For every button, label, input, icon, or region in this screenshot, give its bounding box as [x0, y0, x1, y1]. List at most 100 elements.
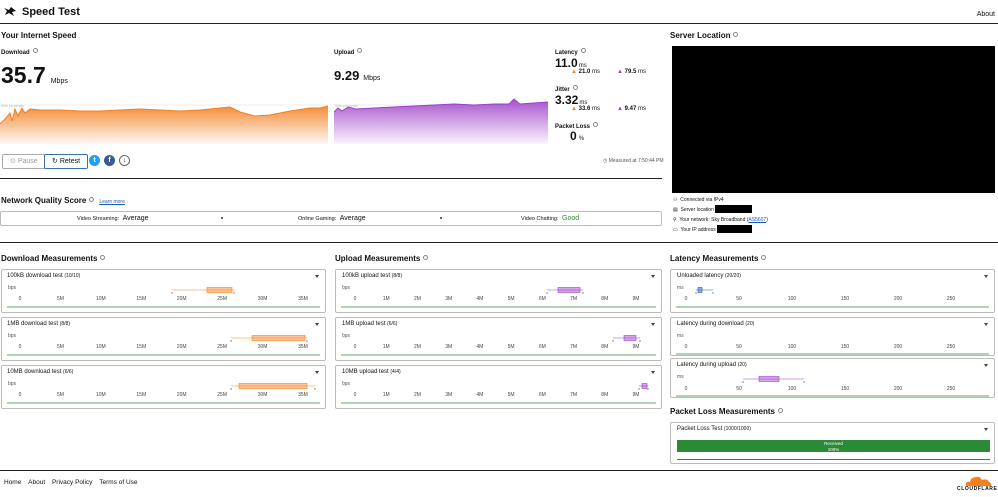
- quality-title-row: Network Quality Score Learn more: [1, 196, 125, 205]
- axis-tick-label: 1M: [383, 392, 390, 398]
- server-info-network: ⚲ Your network: Sky Broadband (AS5607): [673, 216, 768, 223]
- chevron-down-icon[interactable]: [315, 323, 319, 326]
- footer-divider: [0, 470, 998, 471]
- network-value: Sky Broadband: [711, 216, 746, 223]
- chevron-down-icon[interactable]: [984, 275, 988, 278]
- chevron-down-icon[interactable]: [984, 364, 988, 367]
- chevron-down-icon[interactable]: [651, 275, 655, 278]
- axis-tick-label: 3M: [445, 392, 452, 398]
- axis-tick-label: 0: [354, 392, 357, 398]
- quality-card: [0, 211, 662, 226]
- cloudflare-wordmark[interactable]: CLOUDFLARE: [957, 486, 998, 492]
- location-pin-icon: ⚲: [673, 216, 677, 223]
- download-value: 35.7: [1, 62, 46, 88]
- upload-label: Upload: [334, 50, 355, 56]
- info-icon[interactable]: [761, 255, 767, 260]
- axis-tick-label: 1M: [383, 344, 390, 350]
- chevron-down-icon[interactable]: [651, 323, 655, 326]
- footer-about-link[interactable]: About: [28, 479, 46, 486]
- upload-test-card[interactable]: 10MB upload test (4/4) bps 0 1M 2M 3M 4M 5M 6M 7…: [335, 365, 662, 409]
- footer-terms-link[interactable]: Terms of Use: [99, 479, 138, 486]
- info-icon[interactable]: [423, 255, 429, 260]
- upload-arrow-icon: ▲: [617, 69, 623, 75]
- latency-test-card[interactable]: Latency during download (20) ms 0 50 100 150…: [670, 317, 995, 356]
- download-results-icon[interactable]: ↓: [119, 155, 130, 166]
- asn-link[interactable]: AS5607: [748, 216, 767, 223]
- info-icon[interactable]: [89, 197, 95, 202]
- data-point: [695, 292, 697, 294]
- learn-more-link[interactable]: Learn more: [99, 199, 125, 205]
- latency-value-row: 11.0ms: [555, 56, 587, 70]
- jitter-upload: 9.47: [624, 106, 637, 112]
- packet-loss-label-row: Packet Loss: [555, 122, 599, 130]
- latency-meas-title: Latency Measurements: [670, 254, 759, 263]
- download-label: Download: [1, 50, 30, 56]
- quality-dot: [221, 217, 223, 219]
- packet-loss-card[interactable]: Packet Loss Test (1000/1000) Received 10…: [670, 422, 995, 464]
- upload-chart: 90th percentile: [334, 98, 548, 144]
- plot-unit-label: bps: [342, 381, 351, 387]
- axis-tick-label: 20M: [177, 392, 187, 398]
- info-icon[interactable]: [572, 85, 578, 90]
- info-icon[interactable]: [32, 48, 38, 53]
- ip-card-icon: ▭: [673, 227, 678, 234]
- axis-tick-label: 25M: [217, 296, 227, 302]
- upload-value-row: 9.29 Mbps: [334, 68, 380, 83]
- upload-meas-title: Upload Measurements: [335, 254, 421, 263]
- test-count: (8/8): [59, 321, 70, 327]
- upload-test-card[interactable]: 1MB upload test (6/6) bps 0 1M 2M 3M 4M 5M 6M 7M…: [335, 317, 662, 361]
- chevron-down-icon[interactable]: [984, 428, 988, 431]
- test-title: 10MB download test (6/6): [7, 369, 73, 375]
- download-percentile-label: 90th percentile: [1, 104, 24, 108]
- chevron-down-icon[interactable]: [315, 275, 319, 278]
- speed-section-title: Your Internet Speed: [1, 31, 77, 40]
- box-mark: [623, 335, 637, 341]
- about-link[interactable]: About: [976, 11, 995, 18]
- info-icon[interactable]: [100, 255, 106, 260]
- chevron-down-icon[interactable]: [315, 371, 319, 374]
- info-icon[interactable]: [777, 408, 783, 413]
- latency-test-card[interactable]: Unloaded latency (20/20) ms 0 50 100 150 200 2…: [670, 269, 995, 313]
- chevron-down-icon[interactable]: [984, 323, 988, 326]
- download-test-card[interactable]: 10MB download test (6/6) bps 0 5M 10M 15M 20M…: [1, 365, 326, 409]
- retest-button[interactable]: ↻ Retest: [44, 154, 89, 169]
- app-logo-icon[interactable]: [3, 6, 17, 17]
- server-map[interactable]: [672, 46, 995, 193]
- upload-test-card[interactable]: 100kB upload test (8/8) bps 0 1M 2M 3M 4M 5M 6M…: [335, 269, 662, 313]
- chevron-down-icon[interactable]: [651, 371, 655, 374]
- pause-label: Pause: [17, 158, 38, 165]
- axis-tick-label: 0: [19, 344, 22, 350]
- received-bar: Received 100%: [677, 440, 990, 452]
- info-icon[interactable]: [357, 48, 363, 53]
- packet-meas-title: Packet Loss Measurements: [670, 407, 775, 416]
- download-test-card[interactable]: 1MB download test (8/8) bps 0 5M 10M 15M 20M 2…: [1, 317, 326, 361]
- download-label-row: Download: [1, 48, 38, 56]
- axis-tick-label: 20M: [177, 296, 187, 302]
- quality-gaming: Online Gaming: Average: [298, 215, 366, 222]
- server-info-connected: ⚇ Connected via IPv4: [673, 196, 768, 205]
- axis-tick-label: 0: [354, 296, 357, 302]
- box-mark: [557, 287, 581, 293]
- gaming-value: Average: [339, 215, 366, 222]
- facebook-icon[interactable]: f: [104, 155, 115, 166]
- axis-tick-label: 9M: [633, 392, 640, 398]
- axis-tick-label: 10M: [96, 296, 106, 302]
- axis-tick-label: 20M: [177, 344, 187, 350]
- axis-tick-label: 0: [685, 344, 688, 350]
- footer-privacy-link[interactable]: Privacy Policy: [51, 479, 93, 486]
- info-icon[interactable]: [733, 32, 739, 37]
- twitter-icon[interactable]: t: [89, 155, 100, 166]
- info-icon[interactable]: [580, 48, 586, 53]
- pause-button[interactable]: ⊙ Pause: [2, 154, 46, 169]
- axis-tick-label: 6M: [539, 344, 546, 350]
- footer-home-link[interactable]: Home: [4, 479, 22, 486]
- info-icon[interactable]: [593, 122, 599, 127]
- server-info-list: ⚇ Connected via IPv4 ▤ Server location ⚲…: [673, 196, 768, 236]
- download-test-card[interactable]: 100kB download test (10/10) bps 0 5M 10M 15M…: [1, 269, 326, 313]
- upload-value: 9.29: [334, 68, 360, 83]
- jitter-download-row: ▲ 33.6 ms: [571, 106, 600, 112]
- latency-test-card[interactable]: Latency during upload (20) ms 0 50 100 150 20…: [670, 358, 995, 398]
- ip-label: Your IP address: [680, 227, 716, 234]
- test-count: (20/20): [725, 273, 741, 279]
